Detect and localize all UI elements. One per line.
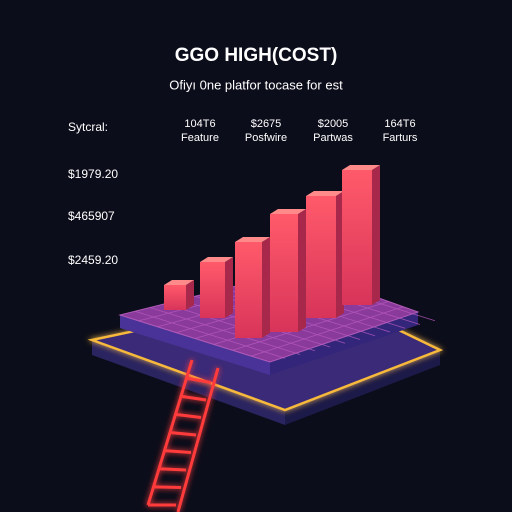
grid-line bbox=[232, 301, 389, 351]
ladder-rung bbox=[175, 412, 202, 419]
column-caption: Feature bbox=[181, 132, 219, 144]
ladder-rung bbox=[180, 394, 207, 402]
ladder-rung bbox=[153, 485, 182, 489]
ladder-rung bbox=[158, 467, 187, 472]
column-caption: Partwas bbox=[313, 132, 353, 144]
bar-side bbox=[186, 280, 194, 310]
column-value: $2005 bbox=[318, 118, 349, 130]
grid-line bbox=[251, 306, 404, 357]
row-label: $465907 bbox=[68, 209, 115, 223]
bar-side bbox=[262, 237, 270, 338]
bar-side bbox=[372, 165, 380, 305]
ladder-rail bbox=[176, 367, 220, 512]
bar-front bbox=[164, 285, 186, 310]
bar-top bbox=[270, 209, 306, 214]
row-label: $1979.20 bbox=[68, 167, 118, 181]
subtitle: Ofiyı 0ne platfor tocase for est bbox=[169, 77, 343, 92]
bar-top bbox=[342, 165, 380, 170]
grid-line bbox=[149, 307, 301, 355]
ladder-rung bbox=[186, 376, 212, 384]
column-caption: Posfwire bbox=[245, 132, 287, 144]
title: GGO HIGH(COST) bbox=[175, 45, 338, 66]
bar-top bbox=[306, 191, 344, 196]
grid-line bbox=[134, 310, 286, 359]
table-label: Sytcral: bbox=[68, 120, 108, 134]
column-value: $2675 bbox=[251, 118, 282, 130]
bar-top bbox=[164, 280, 194, 285]
column-caption: Farturs bbox=[383, 132, 418, 144]
column-value: 164T6 bbox=[384, 118, 415, 130]
row-label: $2459.20 bbox=[68, 253, 118, 267]
bar-front bbox=[270, 214, 298, 332]
bar-front bbox=[306, 196, 336, 318]
bars bbox=[164, 165, 380, 338]
bar-front bbox=[200, 262, 225, 318]
ladder bbox=[146, 359, 220, 512]
bar-front bbox=[342, 170, 372, 305]
ladder-rung bbox=[164, 449, 192, 454]
bar-front bbox=[235, 242, 262, 338]
ladder-rung bbox=[169, 431, 197, 437]
bar-side bbox=[225, 257, 233, 318]
bar-side bbox=[298, 209, 306, 332]
column-value: 104T6 bbox=[184, 118, 215, 130]
bar-top bbox=[235, 237, 270, 242]
bar-top bbox=[200, 257, 233, 262]
